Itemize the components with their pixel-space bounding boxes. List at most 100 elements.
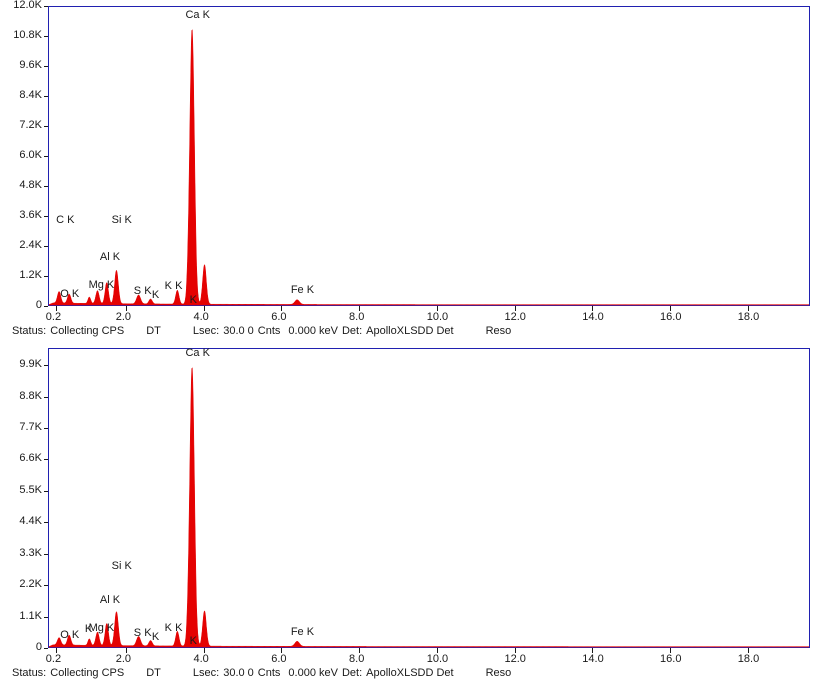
peak-label-mg-k-top: Mg K [89, 280, 115, 291]
peak-label-k-top: K [190, 295, 197, 306]
ytick-label: 6.6K [19, 453, 42, 464]
extra-label-bottom: K [85, 624, 92, 635]
ytick-mark [44, 276, 48, 277]
ytick-mark [44, 36, 48, 37]
ytick-mark [44, 617, 48, 618]
ytick-label: 7.7K [19, 422, 42, 433]
peak-label-k-bottom: K [190, 636, 197, 647]
xtick-label: 18.0 [738, 654, 759, 665]
xtick-label: 18.0 [738, 312, 759, 323]
ytick-label: 7.2K [19, 120, 42, 131]
xtick-label: 4.0 [194, 312, 209, 323]
status-piece: Lsec: [193, 668, 219, 679]
ytick-label: 9.9K [19, 359, 42, 370]
ytick-mark [44, 459, 48, 460]
ytick-mark [44, 186, 48, 187]
status-piece: Det: [342, 326, 362, 337]
peak-label-c-k-top: C K [56, 215, 74, 226]
peak-label-al-k-bottom: Al K [100, 595, 120, 606]
peak-label-ca-k-bottom: Ca K [185, 348, 209, 359]
peak-label-k-k-top: K K [165, 281, 183, 292]
ytick-label: 5.5K [19, 485, 42, 496]
status-piece: DT [146, 668, 161, 679]
spectrum-plot-frame-bottom [48, 348, 810, 648]
ytick-mark [44, 428, 48, 429]
ytick-label: 8.8K [19, 391, 42, 402]
status-piece: Status: [12, 668, 46, 679]
ytick-label: 12.0K [13, 0, 42, 11]
spectrum-svg-top [49, 7, 809, 305]
ytick-label: 4.4K [19, 516, 42, 527]
xtick-label: 14.0 [582, 654, 603, 665]
ytick-mark [44, 306, 48, 307]
peak-label-s-k-bottom: S K [134, 628, 152, 639]
ytick-mark [44, 397, 48, 398]
ytick-label: 2.2K [19, 579, 42, 590]
xtick-label: 8.0 [349, 654, 364, 665]
status-piece: 30.0 0 [223, 668, 254, 679]
status-piece: Det: [342, 668, 362, 679]
ytick-mark [44, 585, 48, 586]
status-piece: Collecting CPS [50, 668, 124, 679]
spectrum-fill-bottom [49, 368, 809, 647]
ytick-label: 10.8K [13, 30, 42, 41]
status-bar-bottom: Status: Collecting CPS DT Lsec: 30.0 0 Cnts 0.… [12, 668, 817, 684]
peak-label-si-k-top: Si K [112, 215, 132, 226]
ytick-label: 6.0K [19, 150, 42, 161]
status-piece: DT [146, 326, 161, 337]
status-piece: 0.000 keV [288, 668, 338, 679]
ytick-mark [44, 648, 48, 649]
ytick-label: 3.6K [19, 210, 42, 221]
ytick-label: 2.4K [19, 240, 42, 251]
xtick-label: 6.0 [271, 312, 286, 323]
xtick-label: 6.0 [271, 654, 286, 665]
ytick-label: 4.8K [19, 180, 42, 191]
xtick-label: 12.0 [505, 654, 526, 665]
spectrum-fill-top [49, 30, 809, 305]
ytick-label: 0 [36, 642, 42, 653]
status-piece: Collecting CPS [50, 326, 124, 337]
peak-label-k-k-bottom: K K [165, 623, 183, 634]
xtick-label: 10.0 [427, 654, 448, 665]
peak-label-al-k-top: Al K [100, 252, 120, 263]
peak-label-k-top: K [152, 290, 159, 301]
page-root: { "layout": { "page_w": 825, "page_h": 6… [0, 0, 825, 689]
ytick-label: 8.4K [19, 90, 42, 101]
ytick-mark [44, 365, 48, 366]
status-piece: Status: [12, 326, 46, 337]
spectrum-svg-bottom [49, 349, 809, 647]
status-piece: 30.0 0 [223, 326, 254, 337]
ytick-mark [44, 156, 48, 157]
peak-label-fe-k-bottom: Fe K [291, 627, 314, 638]
ytick-mark [44, 522, 48, 523]
xtick-label: 10.0 [427, 312, 448, 323]
spectrum-plot-frame-top [48, 6, 810, 306]
peak-label-o-k-bottom: O K [60, 630, 79, 641]
ytick-label: 1.1K [19, 611, 42, 622]
ytick-label: 3.3K [19, 548, 42, 559]
xtick-label: 2.0 [116, 312, 131, 323]
ytick-mark [44, 126, 48, 127]
peak-label-s-k-top: S K [134, 286, 152, 297]
status-piece: Cnts [258, 668, 281, 679]
ytick-label: 9.6K [19, 60, 42, 71]
status-piece: ApolloXLSDD Det [366, 326, 453, 337]
peak-label-mg-k-bottom: Mg K [89, 623, 115, 634]
status-bar-top: Status:Collecting CPSDTLsec:30.0 0Cnts0.… [12, 326, 817, 342]
peak-label-si-k-bottom: Si K [112, 561, 132, 572]
status-piece: Reso [486, 326, 512, 337]
status-piece: Reso [486, 668, 512, 679]
status-piece: ApolloXLSDD Det [366, 668, 453, 679]
peak-label-fe-k-top: Fe K [291, 285, 314, 296]
xtick-label: 4.0 [194, 654, 209, 665]
peak-label-k-bottom: K [152, 632, 159, 643]
xtick-label: 16.0 [660, 654, 681, 665]
xtick-label: 12.0 [505, 312, 526, 323]
ytick-label: 1.2K [19, 270, 42, 281]
ytick-mark [44, 96, 48, 97]
peak-label-o-k-top: O K [60, 289, 79, 300]
xtick-label: 14.0 [582, 312, 603, 323]
xtick-label: 2.0 [116, 654, 131, 665]
ytick-mark [44, 216, 48, 217]
ytick-mark [44, 554, 48, 555]
